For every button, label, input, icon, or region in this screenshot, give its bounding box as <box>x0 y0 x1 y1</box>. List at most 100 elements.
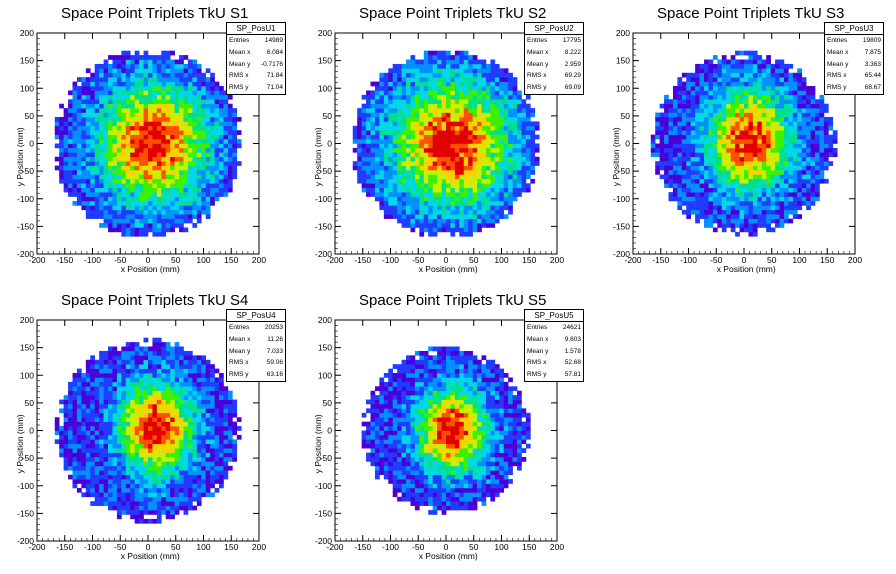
heatmap-cell <box>196 147 202 153</box>
heatmap-cell <box>152 156 158 162</box>
heatmap-cell <box>121 501 127 506</box>
heatmap-cell <box>90 152 96 158</box>
heatmap-cell <box>735 205 740 211</box>
heatmap-cell <box>187 161 193 166</box>
heatmap-cell <box>681 156 687 162</box>
heatmap-cell <box>161 218 167 224</box>
heatmap-cell <box>161 116 167 122</box>
heatmap-cell <box>485 223 491 228</box>
heatmap-cell <box>681 209 687 215</box>
heatmap-cell <box>499 94 505 100</box>
heatmap-cell <box>463 94 469 100</box>
heatmap-cell <box>450 72 456 78</box>
heatmap-cell <box>477 90 482 96</box>
heatmap-cell <box>508 178 513 184</box>
heatmap-cell <box>99 364 104 369</box>
heatmap-cell <box>219 165 224 171</box>
heatmap-cell <box>81 103 87 109</box>
heatmap-cell <box>108 487 113 493</box>
heatmap-cell <box>490 121 496 127</box>
stats-entries-value: 14989 <box>264 37 283 44</box>
heatmap-cell <box>388 125 394 131</box>
heatmap-cell <box>139 94 144 100</box>
heatmap-cell <box>481 130 487 135</box>
stats-row-entries: Entries 14989 <box>227 35 285 47</box>
heatmap-cell <box>730 209 736 215</box>
heatmap-cell <box>401 103 407 109</box>
heatmap-cell <box>428 77 433 82</box>
heatmap-cell <box>472 108 478 113</box>
heatmap-cell <box>94 430 100 436</box>
heatmap-cell <box>517 143 522 149</box>
heatmap-cell <box>103 147 109 153</box>
heatmap-cell <box>227 165 233 171</box>
heatmap-cell <box>494 63 500 69</box>
heatmap-cell <box>401 156 407 162</box>
heatmap-cell <box>121 156 127 162</box>
heatmap-cell <box>179 77 184 82</box>
heatmap-cell <box>388 147 394 153</box>
heatmap-cell <box>379 161 385 166</box>
heatmap-cell <box>187 112 193 118</box>
heatmap-cell <box>459 187 465 193</box>
heatmap-cell <box>214 108 220 113</box>
heatmap-cell <box>99 359 104 365</box>
heatmap-cell <box>99 121 104 127</box>
heatmap-cell <box>99 386 104 392</box>
heatmap-cell <box>112 386 118 392</box>
heatmap-cell <box>143 81 149 87</box>
heatmap-cell <box>383 178 389 184</box>
heatmap-cell <box>121 443 127 449</box>
heatmap-cell <box>477 125 482 131</box>
heatmap-cell <box>530 108 536 113</box>
heatmap-cell <box>686 121 692 127</box>
heatmap-cell <box>699 94 705 100</box>
heatmap-cell <box>481 170 487 175</box>
heatmap-cell <box>174 86 180 91</box>
heatmap-cell <box>797 94 803 100</box>
heatmap-cell <box>477 218 482 224</box>
panel-title: Space Point Triplets TkU S1 <box>61 5 249 22</box>
heatmap-cell <box>744 183 749 188</box>
heatmap-cell <box>99 223 104 228</box>
heatmap-cell <box>143 143 149 149</box>
heatmap-cell <box>156 223 162 228</box>
heatmap-cell <box>383 116 389 122</box>
heatmap-cell <box>205 99 211 105</box>
heatmap-cell <box>792 165 798 171</box>
heatmap-cell <box>419 192 425 197</box>
heatmap-cell <box>419 143 425 149</box>
heatmap-cell <box>704 116 709 122</box>
heatmap-cell <box>134 209 140 215</box>
heatmap-cell <box>165 196 171 202</box>
heatmap-cell <box>85 192 91 197</box>
heatmap-cell <box>76 412 82 418</box>
heatmap-cell <box>437 86 442 91</box>
heatmap-cell <box>72 139 78 144</box>
heatmap-cell <box>512 147 518 153</box>
heatmap-cell <box>432 86 438 91</box>
heatmap-cell <box>721 147 727 153</box>
heatmap-cell <box>165 125 171 131</box>
heatmap-cell <box>530 139 536 144</box>
heatmap-cell <box>450 178 456 184</box>
heatmap-cell <box>90 156 96 162</box>
heatmap-cell <box>187 77 193 82</box>
heatmap-cell <box>174 125 180 131</box>
heatmap-cell <box>761 77 767 82</box>
heatmap-cell <box>205 152 211 158</box>
heatmap-cell <box>446 143 451 149</box>
heatmap-cell <box>761 72 767 78</box>
heatmap-cell <box>503 196 509 202</box>
heatmap-cell <box>499 178 505 184</box>
heatmap-cell <box>704 86 709 91</box>
heatmap-cell <box>730 59 736 65</box>
heatmap-cell <box>775 156 780 162</box>
heatmap-cell <box>414 156 420 162</box>
heatmap-cell <box>99 457 104 462</box>
heatmap-cell <box>196 90 202 96</box>
heatmap-cell <box>792 192 798 197</box>
heatmap-cell <box>205 183 211 188</box>
heatmap-cell <box>788 156 794 162</box>
heatmap-cell <box>152 200 158 206</box>
